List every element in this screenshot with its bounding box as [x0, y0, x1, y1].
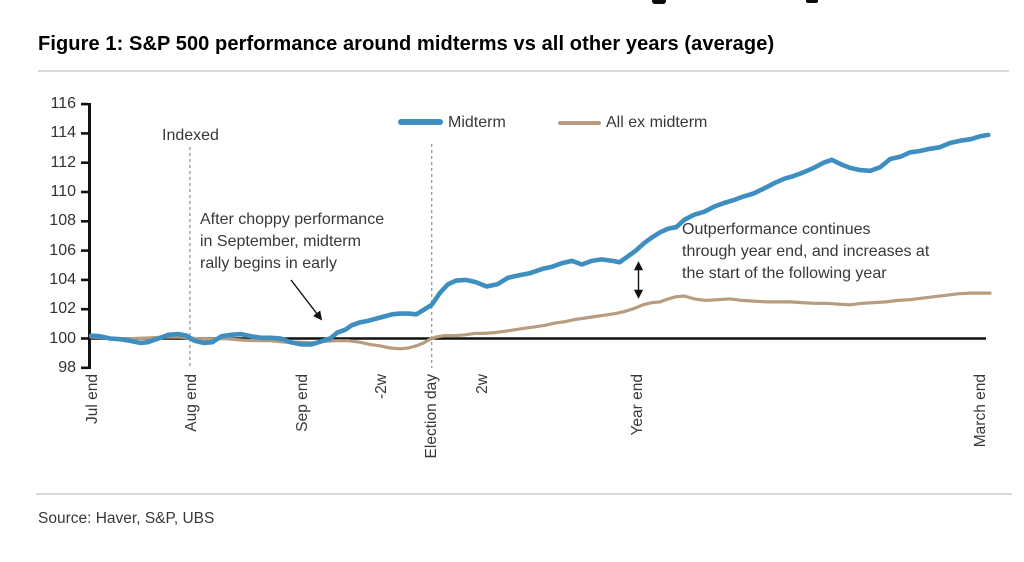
y-axis-tick-label: 110	[50, 183, 76, 200]
x-axis-tick-label: Aug end	[182, 374, 200, 432]
x-axis-tick-label: Election day	[422, 374, 440, 459]
midterm-legend-label: Midterm	[448, 114, 506, 131]
x-axis-tick-label: March end	[972, 374, 989, 448]
midterm-line	[88, 132, 991, 347]
rally-annotation-arrow	[290, 279, 323, 321]
title-divider	[38, 70, 1009, 72]
y-axis-tick-label: 104	[49, 270, 76, 288]
y-axis-tick-label: 112	[50, 153, 76, 171]
figure-title: Figure 1: S&P 500 performance around mid…	[38, 33, 775, 55]
y-axis-tick-label: 116	[50, 95, 76, 113]
rally-annotation: After choppy performance in September, m…	[200, 211, 385, 272]
x-axis-tick-label: Year end	[628, 374, 646, 436]
x-axis-tick-label: 2w	[473, 374, 491, 394]
x-axis-tick-label: Jul end	[83, 374, 101, 424]
y-axis-tick-label: 106	[49, 241, 76, 259]
source-note: Source: Haver, S&P, UBS	[38, 510, 215, 527]
y-axis-tick-label: 98	[58, 358, 76, 376]
x-axis-tick-label: Sep end	[294, 374, 312, 432]
x-axis-tick-label: -2w	[373, 374, 391, 399]
cropped-text-fragment	[806, 0, 818, 3]
x-axis-labels: Jul end Aug end Sep end -2w Election day 2w Ye…	[0, 374, 1024, 494]
y-axis-tick-label: 100	[49, 329, 76, 347]
y-axis-tick-label: 108	[49, 212, 76, 230]
cropped-text-fragment	[652, 0, 666, 4]
y-axis-tick-label: 114	[50, 124, 76, 142]
midterm-legend-swatch	[398, 119, 443, 125]
footer-divider	[36, 493, 1012, 495]
all-ex-midterm-legend-swatch	[558, 121, 601, 125]
indexed-annotation: Indexed	[162, 127, 219, 144]
y-axis-tick-label: 102	[49, 300, 76, 318]
all-ex-midterm-line	[89, 291, 992, 351]
outperformance-annotation: Outperformance continues through year en…	[682, 221, 930, 282]
all-ex-midterm-legend-label: All ex midterm	[606, 114, 708, 131]
